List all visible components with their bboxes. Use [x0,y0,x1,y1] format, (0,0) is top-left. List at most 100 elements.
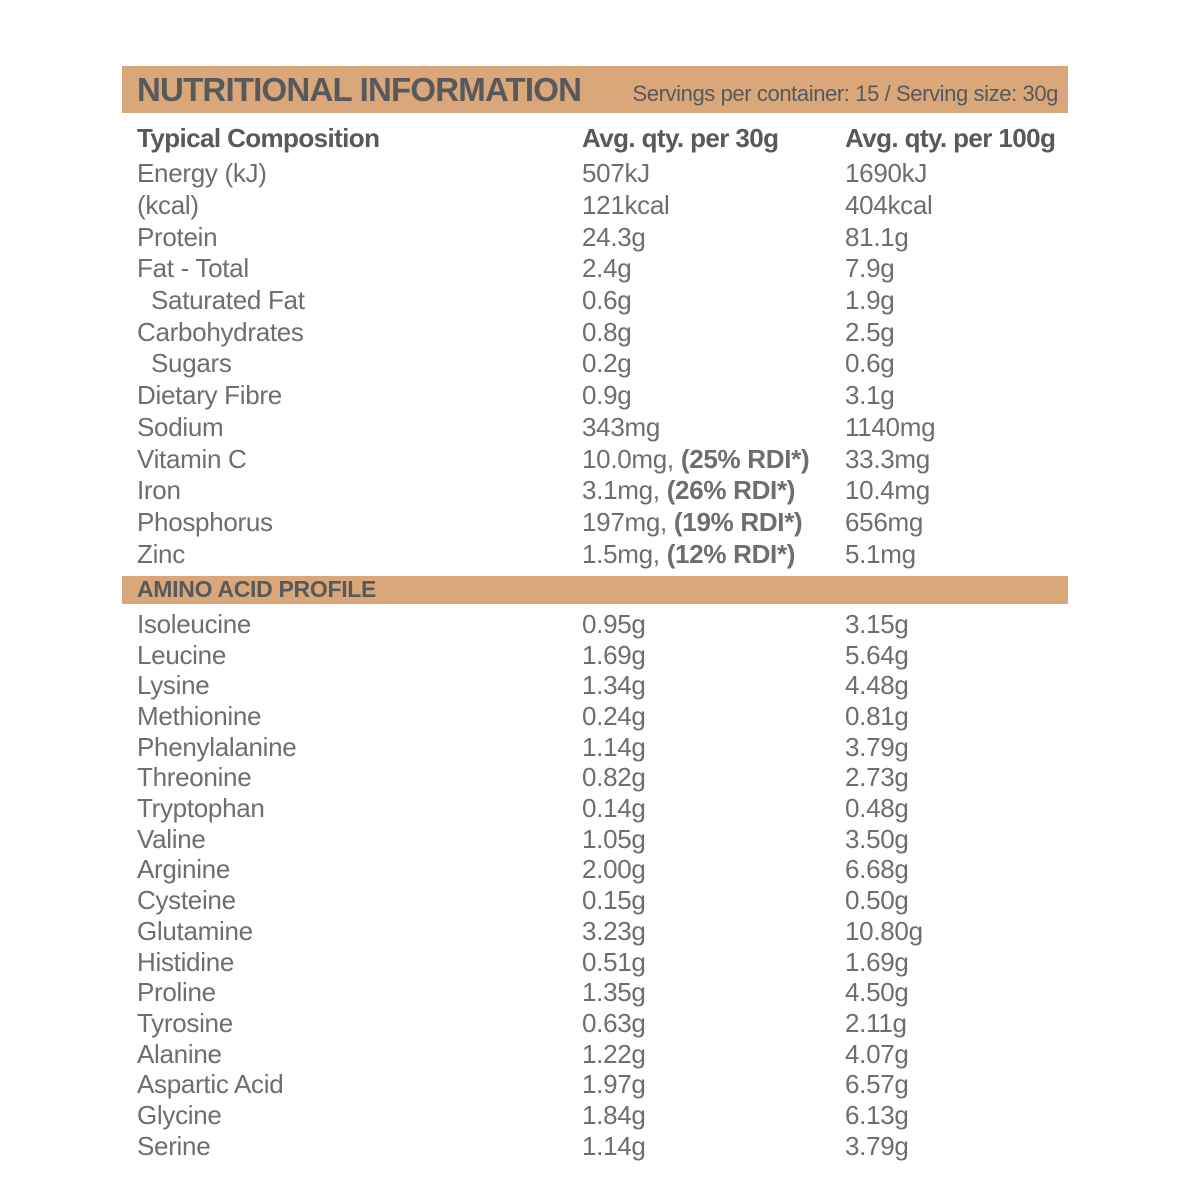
nutrient-label: Vitamin C [137,443,247,474]
nutrient-row: (kcal) 121kcal 404kcal [122,190,1068,222]
nutrient-per-30g-value: 507kJ [582,158,845,189]
amino-acid-label: Serine [137,1130,211,1161]
amino-acid-row: Arginine 2.00g 6.68g [122,854,1068,885]
nutrient-row: Energy (kJ) 507kJ 1690kJ [122,158,1068,190]
amino-acid-row: Aspartic Acid 1.97g 6.57g [122,1069,1068,1100]
amino-per-30g-value: 1.05g [582,823,646,854]
nutrient-label: Protein [137,221,218,252]
nutrient-rows: Energy (kJ) 507kJ 1690kJ (kcal) 121kcal … [122,158,1068,570]
amino-per-100g-value: 2.11g [845,1007,907,1038]
per-30g-rdi: (25% RDI*) [680,443,810,474]
per-30g-amount: 0.8g [582,316,632,347]
amino-acid-row: Phenylalanine 1.14g 3.79g [122,732,1068,763]
per-30g-amount: 343mg [582,411,660,442]
amino-acid-label: Tryptophan [137,793,265,824]
nutrient-per-100g-value: 1140mg [845,411,936,442]
amino-acid-row: Histidine 0.51g 1.69g [122,947,1068,978]
amino-acid-label: Threonine [137,762,252,793]
nutrient-label: Fat - Total [137,253,249,284]
nutrient-per-30g-value: 121kcal [582,190,845,221]
amino-per-30g-value: 0.15g [582,885,646,916]
amino-per-100g-value: 1.69g [845,946,909,977]
amino-per-30g-value: 1.97g [582,1069,646,1100]
nutrient-per-100g-value: 81.1g [845,221,909,252]
amino-per-30g-value: 0.63g [582,1007,646,1038]
per-30g-amount: 1.5mg, [582,538,660,569]
nutrient-per-30g-value: 0.6g [582,285,845,316]
nutrient-per-100g-value: 1.9g [845,285,895,316]
amino-per-30g-value: 0.14g [582,793,646,824]
nutrient-per-30g-value: 0.9g [582,380,845,411]
per-30g-amount: 0.9g [582,380,632,411]
nutrient-per-100g-value: 33.3mg [845,443,930,474]
amino-acid-label: Isoleucine [137,608,252,639]
amino-acid-rows: Isoleucine 0.95g 3.15g Leucine 1.69g 5.6… [122,609,1068,1161]
nutrient-label: Phosphorus [137,506,273,537]
amino-per-100g-value: 3.50g [845,823,909,854]
nutrient-per-30g-value: 3.1mg, (26% RDI*) [582,475,845,506]
nutrient-row: Dietary Fibre 0.9g 3.1g [122,380,1068,412]
nutrient-label: Iron [137,475,181,506]
amino-acid-label: Alanine [137,1038,222,1069]
column-header-row: Typical Composition Avg. qty. per 30g Av… [122,122,1068,155]
amino-acid-label: Tyrosine [137,1007,233,1038]
per-30g-amount: 2.4g [582,253,632,284]
amino-acid-label: Methionine [137,701,262,731]
per-30g-amount: 0.6g [582,285,632,316]
amino-per-30g-value: 0.24g [582,701,646,731]
amino-acid-label: Glycine [137,1099,222,1130]
amino-per-100g-value: 2.73g [845,762,909,793]
amino-per-100g-value: 4.48g [845,670,909,701]
nutrient-per-100g-value: 404kcal [845,190,933,221]
nutrient-per-100g-value: 5.1mg [845,538,916,569]
nutrient-label: Sugars [151,348,232,379]
amino-per-30g-value: 2.00g [582,854,646,885]
nutrient-label: Sodium [137,411,224,442]
nutrient-label: Energy (kJ) [137,158,267,189]
nutrient-label: Zinc [137,538,185,569]
amino-acid-row: Proline 1.35g 4.50g [122,977,1068,1008]
amino-acid-label: Arginine [137,854,230,885]
amino-per-100g-value: 3.79g [845,731,909,762]
per-30g-amount: 10.0mg, [582,443,674,474]
amino-acid-row: Leucine 1.69g 5.64g [122,640,1068,671]
amino-per-30g-value: 1.14g [582,1130,646,1161]
nutrient-per-100g-value: 656mg [845,506,923,537]
amino-acid-row: Cysteine 0.15g 0.50g [122,885,1068,916]
nutrient-row: Sodium 343mg 1140mg [122,412,1068,444]
nutrient-row: Vitamin C 10.0mg, (25% RDI*) 33.3mg [122,443,1068,475]
amino-acid-section-title: AMINO ACID PROFILE [137,576,377,603]
nutrient-row: Carbohydrates 0.8g 2.5g [122,316,1068,348]
nutrition-panel: NUTRITIONAL INFORMATION Servings per con… [122,66,1068,1161]
per-30g-amount: 24.3g [582,221,646,252]
nutrient-row: Saturated Fat 0.6g 1.9g [122,285,1068,317]
amino-acid-label: Cysteine [137,885,236,916]
amino-acid-row: Glycine 1.84g 6.13g [122,1100,1068,1131]
amino-acid-label: Histidine [137,946,235,977]
amino-acid-label: Proline [137,977,216,1008]
amino-per-100g-value: 6.13g [845,1099,909,1130]
amino-per-30g-value: 0.82g [582,762,646,793]
nutrient-row: Zinc 1.5mg, (12% RDI*) 5.1mg [122,538,1068,570]
amino-acid-section-band: AMINO ACID PROFILE [122,575,1068,604]
amino-acid-row: Lysine 1.34g 4.48g [122,670,1068,701]
amino-per-30g-value: 0.95g [582,608,646,639]
nutrient-per-30g-value: 1.5mg, (12% RDI*) [582,539,845,570]
nutrient-per-30g-value: 0.2g [582,348,845,379]
amino-acid-label: Phenylalanine [137,731,297,762]
amino-per-100g-value: 6.57g [845,1069,909,1100]
amino-acid-label: Valine [137,823,206,854]
amino-per-100g-value: 10.80g [845,915,923,946]
amino-acid-row: Glutamine 3.23g 10.80g [122,916,1068,947]
nutrient-per-30g-value: 0.8g [582,317,845,348]
nutrient-row: Iron 3.1mg, (26% RDI*) 10.4mg [122,475,1068,507]
amino-per-100g-value: 0.48g [845,793,909,824]
column-header-per-30g: Avg. qty. per 30g [582,123,779,153]
amino-acid-row: Tyrosine 0.63g 2.11g [122,1008,1068,1039]
per-30g-rdi: (12% RDI*) [666,538,796,569]
nutrient-row: Fat - Total 2.4g 7.9g [122,253,1068,285]
amino-per-30g-value: 0.51g [582,946,646,977]
amino-per-30g-value: 1.34g [582,670,646,701]
amino-per-100g-value: 5.64g [845,639,909,670]
amino-acid-row: Isoleucine 0.95g 3.15g [122,609,1068,640]
